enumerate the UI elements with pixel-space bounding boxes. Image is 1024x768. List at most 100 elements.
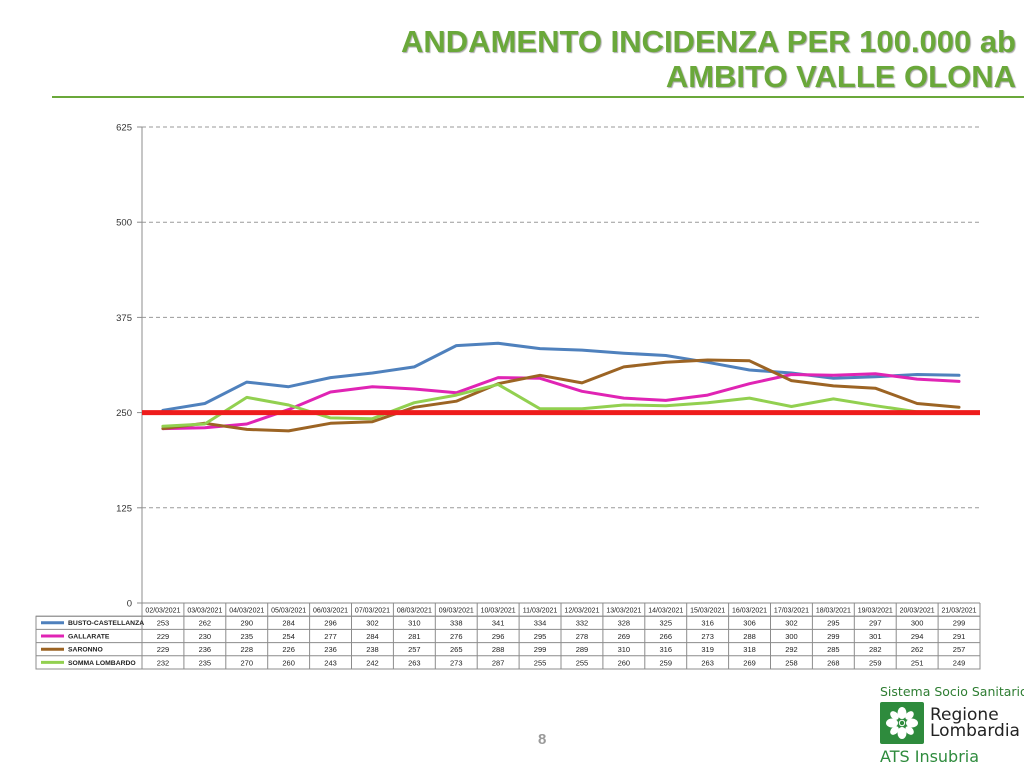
data-label: 236 xyxy=(324,645,337,654)
y-tick-label: 625 xyxy=(116,123,132,134)
data-label: 262 xyxy=(911,645,924,654)
x-tick-label: 12/03/2021 xyxy=(564,608,599,615)
data-label: 259 xyxy=(659,658,672,667)
series-line xyxy=(161,358,961,433)
data-label: 273 xyxy=(450,658,463,667)
data-label: 254 xyxy=(282,632,295,641)
data-label: 328 xyxy=(618,619,631,628)
data-label: 226 xyxy=(282,645,295,654)
x-tick-label: 04/03/2021 xyxy=(229,608,264,615)
x-tick-label: 21/03/2021 xyxy=(942,608,977,615)
x-tick-label: 03/03/2021 xyxy=(187,608,222,615)
data-label: 299 xyxy=(534,645,547,654)
x-tick-label: 06/03/2021 xyxy=(313,608,348,615)
data-label: 334 xyxy=(534,619,547,628)
slide-title: ANDAMENTO INCIDENZA PER 100.000 ab AMBIT… xyxy=(401,24,1016,94)
data-label: 302 xyxy=(785,619,798,628)
data-label: 277 xyxy=(324,632,337,641)
data-label: 276 xyxy=(450,632,463,641)
data-label: 288 xyxy=(492,645,505,654)
series-line xyxy=(161,341,961,412)
data-label: 228 xyxy=(240,645,253,654)
data-label: 229 xyxy=(157,632,170,641)
data-label: 300 xyxy=(911,619,924,628)
data-label: 253 xyxy=(157,619,170,628)
data-label: 236 xyxy=(199,645,212,654)
data-label: 299 xyxy=(827,632,840,641)
data-label: 229 xyxy=(157,645,170,654)
grid-layer xyxy=(142,126,980,509)
x-tick-label: 17/03/2021 xyxy=(774,608,809,615)
data-label: 266 xyxy=(659,632,672,641)
data-label: 302 xyxy=(366,619,379,628)
data-label: 287 xyxy=(492,658,505,667)
x-tick-label: 14/03/2021 xyxy=(648,608,683,615)
data-label: 310 xyxy=(618,645,631,654)
data-label: 249 xyxy=(953,658,966,667)
logo-region-line2: Lombardia xyxy=(930,721,1020,741)
x-tick-label: 10/03/2021 xyxy=(481,608,516,615)
x-tick-label: 11/03/2021 xyxy=(523,608,558,615)
data-label: 300 xyxy=(785,632,798,641)
data-label: 310 xyxy=(408,619,421,628)
data-label: 270 xyxy=(240,658,253,667)
data-label: 316 xyxy=(659,645,672,654)
x-tick-label: 07/03/2021 xyxy=(355,608,390,615)
data-label: 284 xyxy=(282,619,295,628)
y-tick-label: 500 xyxy=(116,218,132,229)
data-label: 294 xyxy=(911,632,924,641)
series-layer xyxy=(161,341,961,433)
logo-ats-text: ATS Insubria xyxy=(880,747,980,766)
data-label: 260 xyxy=(282,658,295,667)
slide-title-line2: AMBITO VALLE OLONA xyxy=(665,59,1016,94)
data-label: 296 xyxy=(324,619,337,628)
x-tick-label: 18/03/2021 xyxy=(816,608,851,615)
data-label: 299 xyxy=(953,619,966,628)
lombardy-rose-icon xyxy=(880,702,924,744)
data-label: 262 xyxy=(199,619,212,628)
legend-label: GALLARATE xyxy=(68,633,110,640)
data-label: 269 xyxy=(618,632,631,641)
logo-system-text: Sistema Socio Sanitario xyxy=(880,684,1024,699)
data-label: 258 xyxy=(785,658,798,667)
data-label: 297 xyxy=(869,619,882,628)
y-tick-label: 250 xyxy=(116,408,132,419)
data-label: 255 xyxy=(576,658,589,667)
data-label: 257 xyxy=(408,645,421,654)
x-tick-label: 13/03/2021 xyxy=(606,608,641,615)
data-label: 265 xyxy=(450,645,463,654)
data-label: 292 xyxy=(785,645,798,654)
x-tick-label: 16/03/2021 xyxy=(732,608,767,615)
legend-label: SARONNO xyxy=(68,647,103,654)
data-label: 289 xyxy=(576,645,589,654)
title-divider xyxy=(52,96,1024,98)
data-label: 318 xyxy=(743,645,756,654)
incidence-line-chart: 0 125 250 375 500 625 02/03/2021 03/03/2021 04/… xyxy=(35,123,981,670)
data-label: 291 xyxy=(953,632,966,641)
x-tick-label: 05/03/2021 xyxy=(271,608,306,615)
data-label: 306 xyxy=(743,619,756,628)
data-label: 281 xyxy=(408,632,421,641)
x-tick-label: 02/03/2021 xyxy=(145,608,180,615)
data-label: 269 xyxy=(743,658,756,667)
data-label: 295 xyxy=(534,632,547,641)
data-label: 235 xyxy=(199,658,212,667)
data-label: 263 xyxy=(408,658,421,667)
axis-layer: 0 125 250 375 500 625 xyxy=(116,123,143,610)
data-label: 301 xyxy=(869,632,882,641)
x-tick-label: 15/03/2021 xyxy=(690,608,725,615)
data-label: 338 xyxy=(450,619,463,628)
data-label: 235 xyxy=(240,632,253,641)
data-label: 257 xyxy=(953,645,966,654)
y-tick-label: 125 xyxy=(116,503,132,514)
logo-region-line1: Regione xyxy=(930,705,999,725)
data-label: 296 xyxy=(492,632,505,641)
data-label: 290 xyxy=(240,619,253,628)
data-label: 238 xyxy=(366,645,379,654)
data-label: 268 xyxy=(827,658,840,667)
data-label: 316 xyxy=(701,619,714,628)
x-tick-label: 08/03/2021 xyxy=(397,608,432,615)
x-tick-label: 20/03/2021 xyxy=(900,608,935,615)
legend-label: SOMMA LOMBARDO xyxy=(68,660,136,667)
y-tick-label: 375 xyxy=(116,313,132,324)
